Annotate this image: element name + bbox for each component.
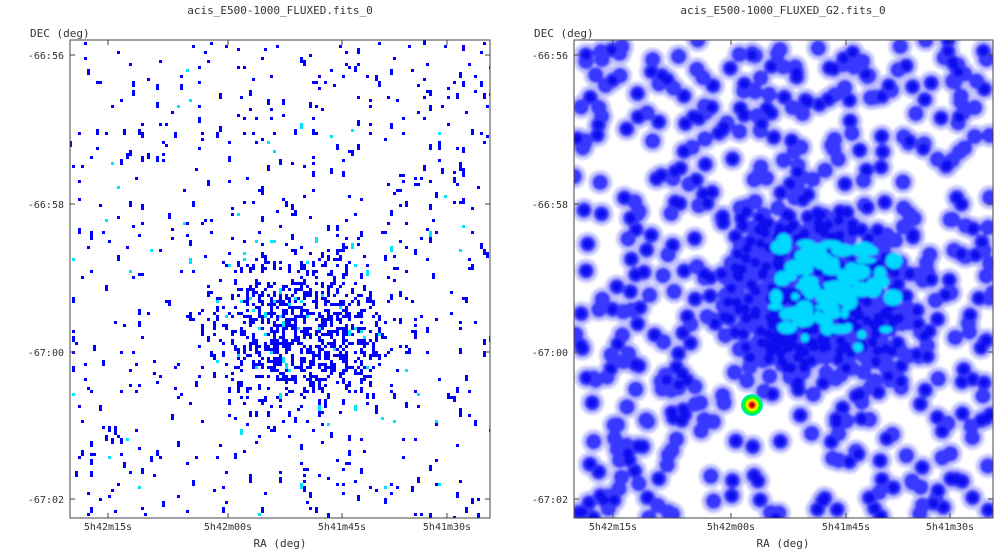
y-axis-label: DEC (deg) bbox=[30, 27, 90, 40]
x-tick-label: 5h41m45s bbox=[822, 522, 870, 533]
y-tick-label: -67:00 bbox=[532, 348, 568, 359]
x-tick-label: 5h41m45s bbox=[318, 522, 366, 533]
x-axis-label: RA (deg) bbox=[254, 537, 307, 550]
plot-frame bbox=[573, 39, 994, 519]
y-tick-label: -67:02 bbox=[28, 495, 64, 506]
plot-frame bbox=[69, 39, 491, 519]
image-plane bbox=[574, 40, 993, 518]
axis-ticks bbox=[574, 40, 993, 518]
x-tick-label: 5h41m30s bbox=[423, 522, 471, 533]
axis-ticks bbox=[70, 40, 490, 518]
y-axis-label: DEC (deg) bbox=[534, 27, 594, 40]
x-tick-label: 5h42m15s bbox=[84, 522, 132, 533]
y-tick-label: -67:00 bbox=[28, 348, 64, 359]
y-tick-label: -66:56 bbox=[532, 51, 568, 62]
chart-title: acis_E500-1000_FLUXED.fits_0 bbox=[187, 4, 372, 17]
chart-title: acis_E500-1000_FLUXED_G2.fits_0 bbox=[680, 4, 885, 17]
x-tick-label: 5h41m30s bbox=[926, 522, 974, 533]
x-tick-label: 5h42m00s bbox=[707, 522, 755, 533]
chart-left: acis_E500-1000_FLUXED.fits_0 DEC (deg) 5… bbox=[28, 4, 491, 550]
bright-source bbox=[741, 394, 763, 416]
x-axis-label: RA (deg) bbox=[757, 537, 810, 550]
y-tick-label: -66:58 bbox=[28, 200, 64, 211]
y-tick-label: -67:02 bbox=[532, 495, 568, 506]
x-tick-label: 5h42m00s bbox=[204, 522, 252, 533]
x-tick-label: 5h42m15s bbox=[589, 522, 637, 533]
image-plane bbox=[70, 40, 490, 518]
y-tick-label: -66:58 bbox=[532, 200, 568, 211]
chart-right: acis_E500-1000_FLUXED_G2.fits_0 DEC (deg… bbox=[532, 4, 994, 550]
y-tick-label: -66:56 bbox=[28, 51, 64, 62]
